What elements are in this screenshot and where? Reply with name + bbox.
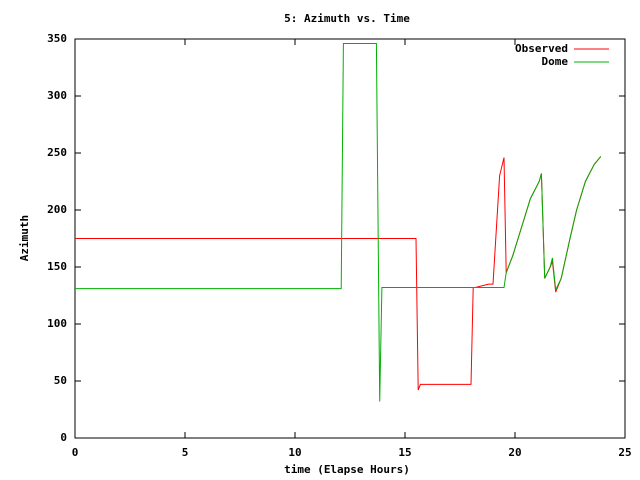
y-tick-label: 50 bbox=[54, 374, 67, 387]
chart-title: 5: Azimuth vs. Time bbox=[284, 12, 410, 25]
x-tick-label: 15 bbox=[398, 446, 411, 459]
y-tick-label: 350 bbox=[47, 32, 67, 45]
y-tick-label: 250 bbox=[47, 146, 67, 159]
y-tick-label: 150 bbox=[47, 260, 67, 273]
x-tick-label: 0 bbox=[72, 446, 79, 459]
y-axis-label: Azimuth bbox=[18, 215, 31, 261]
x-tick-label: 10 bbox=[288, 446, 301, 459]
x-tick-label: 5 bbox=[182, 446, 189, 459]
legend-label: Dome bbox=[542, 55, 569, 68]
series-line bbox=[75, 156, 602, 391]
y-tick-label: 300 bbox=[47, 89, 67, 102]
legend-label: Observed bbox=[515, 42, 568, 55]
series-line bbox=[75, 43, 602, 402]
x-tick-label: 25 bbox=[618, 446, 631, 459]
y-tick-label: 100 bbox=[47, 317, 67, 330]
y-tick-label: 200 bbox=[47, 203, 67, 216]
y-tick-label: 0 bbox=[60, 431, 67, 444]
x-axis-label: time (Elapse Hours) bbox=[284, 463, 410, 476]
x-tick-label: 20 bbox=[508, 446, 521, 459]
